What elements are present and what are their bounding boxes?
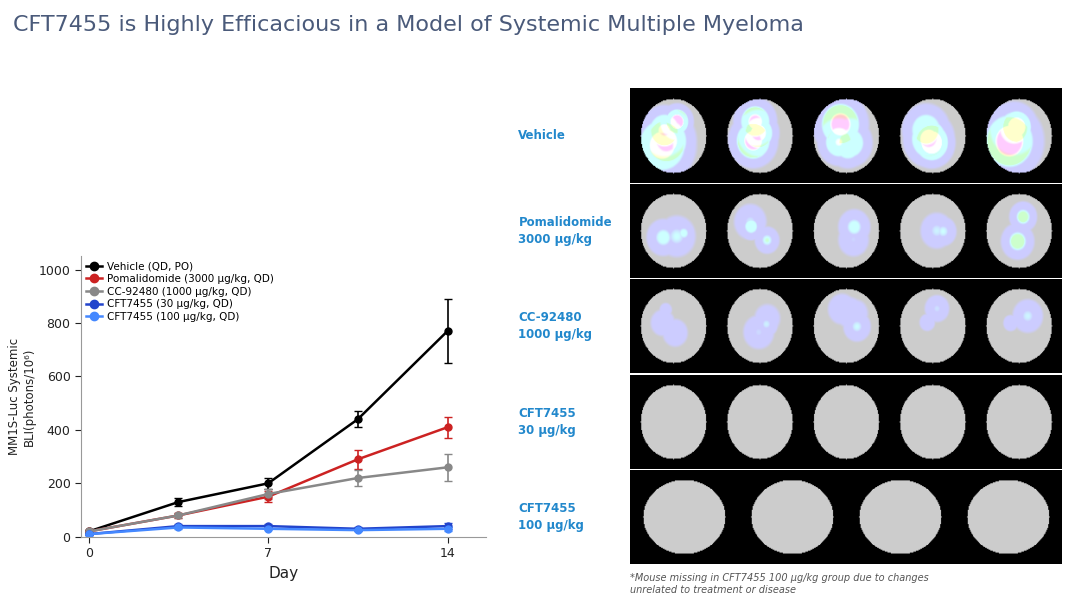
Y-axis label: MM1S-Luc Systemic
BLI(photons/10⁶): MM1S-Luc Systemic BLI(photons/10⁶) [8,338,36,455]
Legend: Vehicle (QD, PO), Pomalidomide (3000 μg/kg, QD), CC-92480 (1000 μg/kg, QD), CFT7: Vehicle (QD, PO), Pomalidomide (3000 μg/… [86,262,274,322]
Text: Day 14: Day 14 [811,59,880,78]
Text: *Mouse missing in CFT7455 100 μg/kg group due to changes
unrelated to treatment : *Mouse missing in CFT7455 100 μg/kg grou… [630,573,929,595]
X-axis label: Day: Day [269,565,298,581]
Text: CFT7455
100 μg/kg: CFT7455 100 μg/kg [518,502,584,532]
Text: Vehicle: Vehicle [518,129,566,142]
Text: CC-92480
1000 μg/kg: CC-92480 1000 μg/kg [518,311,593,342]
Text: CFT7455
30 μg/kg: CFT7455 30 μg/kg [518,407,576,437]
Text: CFT7455 vs Comparators in a
Model of Systemic MM: CFT7455 vs Comparators in a Model of Sys… [110,141,377,185]
Text: CFT7455 is Highly Efficacious in a Model of Systemic Multiple Myeloma: CFT7455 is Highly Efficacious in a Model… [13,15,804,35]
Text: Pomalidomide
3000 μg/kg: Pomalidomide 3000 μg/kg [518,216,612,246]
